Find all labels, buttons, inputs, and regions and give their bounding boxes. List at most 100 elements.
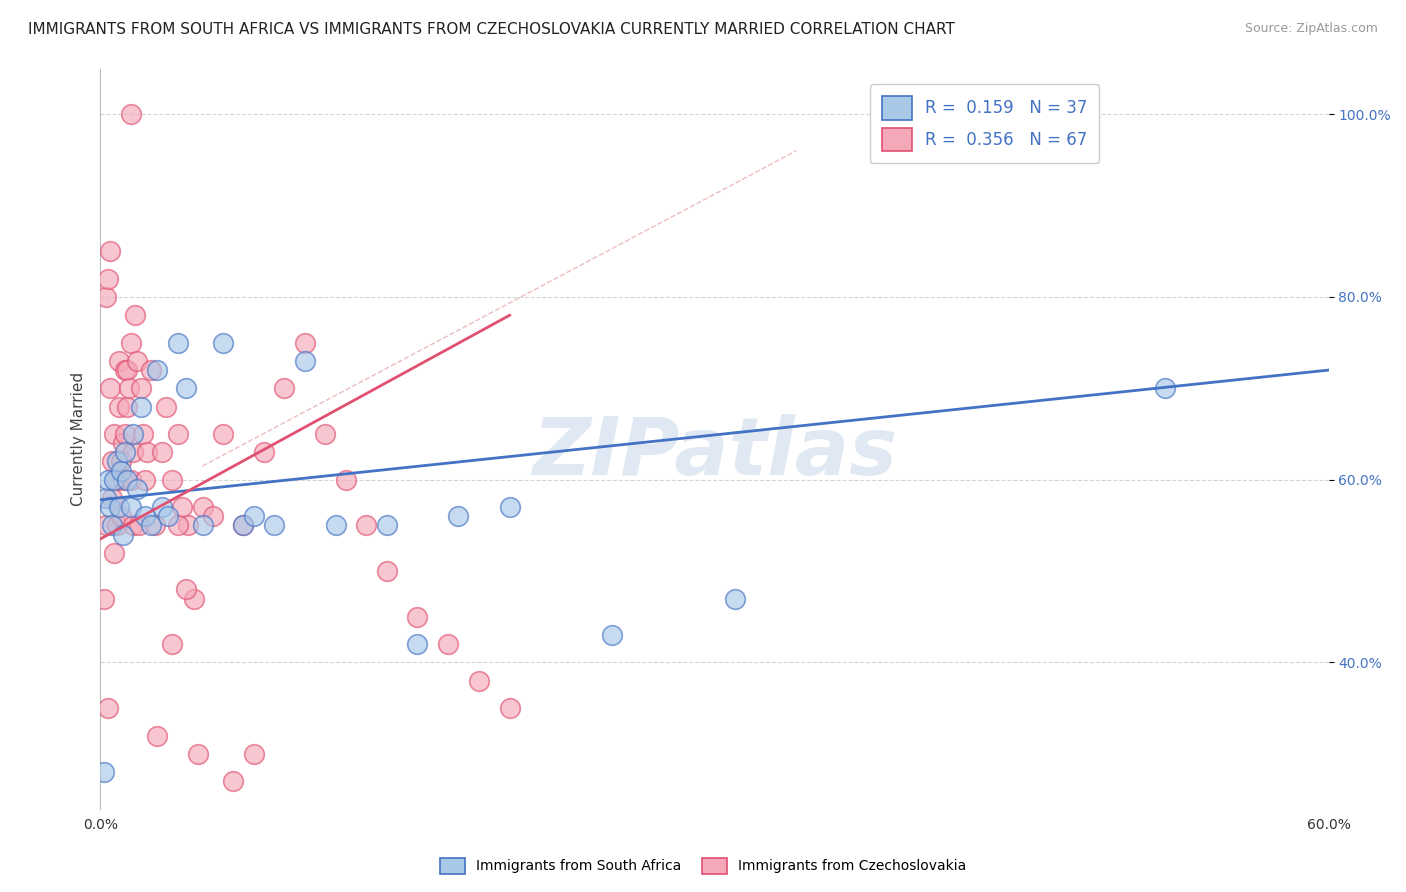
Point xyxy=(183,591,205,606)
Point xyxy=(242,509,264,524)
Point xyxy=(125,354,148,368)
Point xyxy=(174,381,197,395)
Point xyxy=(115,473,138,487)
Text: IMMIGRANTS FROM SOUTH AFRICA VS IMMIGRANTS FROM CZECHOSLOVAKIA CURRENTLY MARRIED: IMMIGRANTS FROM SOUTH AFRICA VS IMMIGRAN… xyxy=(28,22,955,37)
Point xyxy=(437,637,460,651)
Point xyxy=(167,335,190,350)
Point xyxy=(103,473,125,487)
Point xyxy=(447,509,470,524)
Point xyxy=(98,244,121,259)
Point xyxy=(155,400,177,414)
Point xyxy=(124,308,146,322)
Text: Source: ZipAtlas.com: Source: ZipAtlas.com xyxy=(1244,22,1378,36)
Point xyxy=(356,518,378,533)
Point xyxy=(375,518,398,533)
Point xyxy=(122,445,145,459)
Point xyxy=(335,473,357,487)
Point xyxy=(96,491,118,505)
Point xyxy=(191,518,214,533)
Point xyxy=(97,473,120,487)
Point xyxy=(107,400,129,414)
Point xyxy=(146,363,169,377)
Point xyxy=(294,354,316,368)
Y-axis label: Currently Married: Currently Married xyxy=(72,372,86,506)
Point xyxy=(724,591,747,606)
Point xyxy=(105,518,128,533)
Point xyxy=(187,747,209,761)
Point xyxy=(111,527,134,541)
Point xyxy=(232,518,254,533)
Point xyxy=(141,363,163,377)
Point xyxy=(96,518,118,533)
Point xyxy=(105,473,128,487)
Point xyxy=(105,454,128,468)
Point xyxy=(314,427,336,442)
Point xyxy=(242,747,264,761)
Point xyxy=(160,637,183,651)
Point xyxy=(93,591,115,606)
Point xyxy=(125,482,148,496)
Point xyxy=(97,271,120,285)
Point xyxy=(134,473,156,487)
Point xyxy=(120,473,142,487)
Point xyxy=(201,509,224,524)
Point xyxy=(96,290,118,304)
Point xyxy=(212,335,235,350)
Point xyxy=(498,701,520,715)
Point xyxy=(263,518,285,533)
Point xyxy=(129,381,152,395)
Point xyxy=(146,729,169,743)
Point xyxy=(232,518,254,533)
Point xyxy=(101,518,124,533)
Point xyxy=(325,518,347,533)
Text: ZIPatlas: ZIPatlas xyxy=(531,415,897,492)
Point xyxy=(115,400,138,414)
Point xyxy=(122,427,145,442)
Point xyxy=(103,546,125,560)
Point xyxy=(498,500,520,515)
Point xyxy=(128,518,150,533)
Point xyxy=(101,454,124,468)
Point xyxy=(93,765,115,780)
Point xyxy=(98,500,121,515)
Point xyxy=(110,454,132,468)
Point xyxy=(136,445,159,459)
Point xyxy=(222,774,245,789)
Point xyxy=(118,381,141,395)
Point xyxy=(174,582,197,597)
Point xyxy=(170,500,193,515)
Point xyxy=(150,500,173,515)
Point xyxy=(97,701,120,715)
Point xyxy=(406,637,429,651)
Point xyxy=(120,107,142,121)
Point xyxy=(110,464,132,478)
Legend: Immigrants from South Africa, Immigrants from Czechoslovakia: Immigrants from South Africa, Immigrants… xyxy=(433,851,973,880)
Point xyxy=(129,400,152,414)
Point xyxy=(160,473,183,487)
Point xyxy=(134,509,156,524)
Point xyxy=(111,436,134,450)
Point xyxy=(156,509,179,524)
Point xyxy=(114,363,136,377)
Point xyxy=(600,628,623,642)
Point xyxy=(114,427,136,442)
Point xyxy=(167,427,190,442)
Point xyxy=(141,518,163,533)
Point xyxy=(120,500,142,515)
Legend: R =  0.159   N = 37, R =  0.356   N = 67: R = 0.159 N = 37, R = 0.356 N = 67 xyxy=(870,84,1099,163)
Point xyxy=(114,445,136,459)
Point xyxy=(273,381,295,395)
Point xyxy=(406,609,429,624)
Point xyxy=(98,381,121,395)
Point xyxy=(150,445,173,459)
Point xyxy=(101,491,124,505)
Point xyxy=(132,427,155,442)
Point xyxy=(120,335,142,350)
Point xyxy=(1153,381,1175,395)
Point xyxy=(253,445,276,459)
Point xyxy=(107,354,129,368)
Point xyxy=(110,509,132,524)
Point xyxy=(212,427,235,442)
Point xyxy=(468,673,491,688)
Point xyxy=(375,564,398,578)
